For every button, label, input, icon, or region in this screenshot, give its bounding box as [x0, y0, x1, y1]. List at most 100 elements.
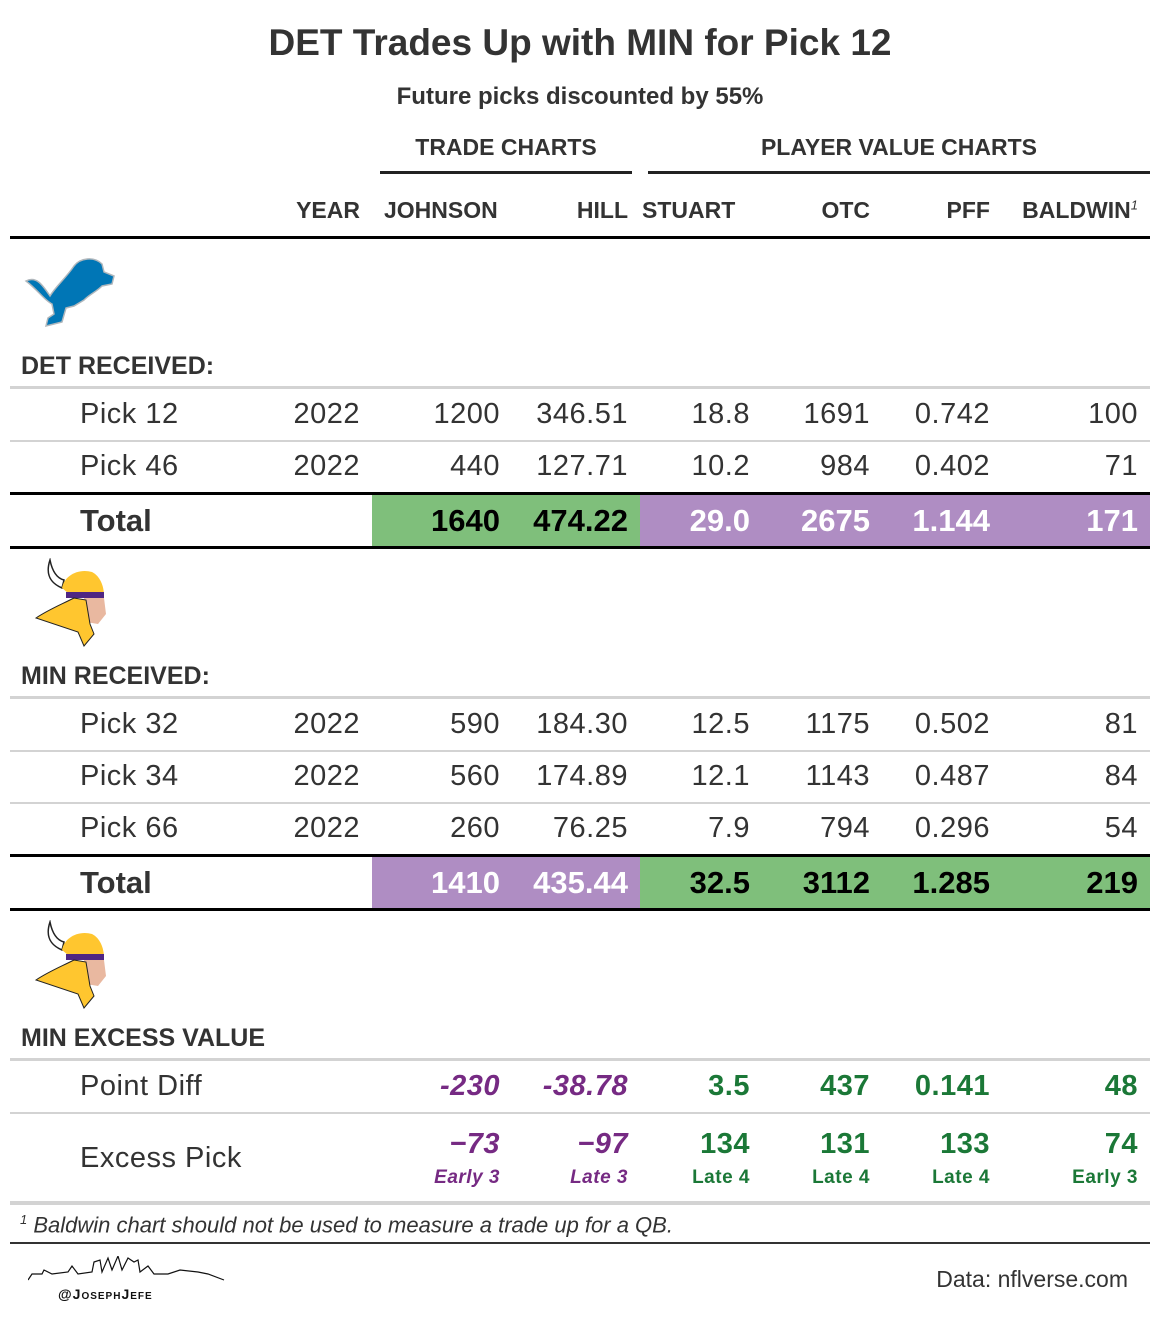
cell-otc: 794 — [760, 812, 880, 845]
cell-johnson: -230 — [372, 1070, 510, 1103]
data-source: Data: nflverse.com — [936, 1266, 1128, 1292]
cell-stuart: 12.1 — [640, 760, 760, 793]
cell-pff: 133 Late 4 — [880, 1128, 1000, 1189]
excess-pick-round: Early 3 — [1072, 1166, 1138, 1188]
cell-johnson: 260 — [372, 812, 510, 845]
column-header-johnson: JOHNSON — [384, 196, 498, 223]
chart-title: DET Trades Up with MIN for Pick 12 — [268, 22, 892, 63]
cell-value: 437 — [820, 1070, 870, 1102]
cell-stuart: 29.0 — [640, 495, 760, 546]
det-pick-row: Pick 46 2022 440 127.71 10.2 984 0.402 71 — [10, 441, 1150, 492]
cell-value: 174.89 — [536, 760, 628, 792]
cell-value: 590 — [450, 708, 500, 740]
cell-value: 184.30 — [536, 708, 628, 740]
cell-value: 171 — [1086, 502, 1138, 538]
cell-value: 48 — [1104, 1070, 1138, 1102]
cell-year: 2022 — [240, 812, 372, 845]
minnesota-vikings-logo-icon — [34, 920, 106, 1009]
cell-baldwin: 48 — [1000, 1070, 1150, 1103]
cell-otc: 2675 — [760, 495, 880, 546]
cell-value: 1200 — [433, 398, 500, 430]
cell-pff: 0.402 — [880, 450, 1000, 483]
cell-value: 435.44 — [533, 864, 628, 900]
group-det-received: DET RECEIVED: — [21, 352, 215, 380]
cell-value: 440 — [450, 450, 500, 482]
cell-value: 18.8 — [691, 398, 750, 430]
cell-value: 2022 — [293, 812, 360, 844]
point-diff-row: Point Diff -230 -38.78 3.5 437 0.141 48 — [10, 1061, 1150, 1112]
cell-value: 134 — [700, 1127, 750, 1160]
cell-pff: 0.296 — [880, 812, 1000, 845]
cell-value: 10.2 — [691, 450, 750, 482]
cell-stuart: 12.5 — [640, 708, 760, 741]
cell-johnson: 590 — [372, 708, 510, 741]
excess-pick-round: Late 4 — [812, 1166, 870, 1188]
cell-johnson: 560 — [372, 760, 510, 793]
cell-johnson: 1640 — [372, 495, 510, 546]
cell-value: Point Diff — [80, 1070, 203, 1102]
cell-value: 794 — [820, 812, 870, 844]
cell-value: 7.9 — [708, 812, 750, 844]
cell-baldwin: 171 — [1000, 495, 1150, 546]
cell-pff: 1.285 — [880, 857, 1000, 908]
cell-value: 1.144 — [912, 502, 990, 538]
cell-label: Total — [10, 495, 240, 546]
cell-hill: 76.25 — [510, 812, 640, 845]
detroit-lions-logo-icon — [24, 258, 115, 328]
group-min-excess-value: MIN EXCESS VALUE — [21, 1024, 266, 1052]
cell-value: 2022 — [293, 760, 360, 792]
cell-value: 2022 — [293, 450, 360, 482]
cell-value: Pick 46 — [80, 450, 179, 482]
excess-pick-round: Late 3 — [570, 1166, 628, 1188]
min-total-row: Total 1410 435.44 32.5 3112 1.285 219 — [10, 857, 1150, 908]
cell-value: 1175 — [805, 708, 870, 740]
cell-value: -230 — [439, 1070, 500, 1102]
cell-value: 100 — [1088, 398, 1138, 430]
min-pick-row: Pick 34 2022 560 174.89 12.1 1143 0.487 84 — [10, 751, 1150, 802]
cell-value: 1143 — [805, 760, 870, 792]
cell-value: 2675 — [801, 502, 870, 538]
cell-value: 2022 — [293, 398, 360, 430]
cell-value: Total — [80, 502, 152, 538]
cell-value: 0.502 — [914, 708, 990, 740]
cell-value: 1.285 — [912, 864, 990, 900]
spanner-player-value-charts: PLAYER VALUE CHARTS — [648, 134, 1150, 174]
cell-baldwin: 81 — [1000, 708, 1150, 741]
cell-johnson: −73 Early 3 — [372, 1128, 510, 1189]
minnesota-vikings-logo-icon — [34, 558, 106, 647]
cell-value: 12.5 — [691, 708, 750, 740]
det-pick-row: Pick 12 2022 1200 346.51 18.8 1691 0.742 100 — [10, 389, 1150, 440]
cell-otc: 131 Late 4 — [760, 1128, 880, 1189]
cell-value: 0.742 — [914, 398, 990, 430]
cell-value: Total — [80, 864, 152, 900]
cell-label: Pick 34 — [10, 760, 240, 793]
cell-label: Pick 66 — [10, 812, 240, 845]
cell-value: Excess Pick — [80, 1141, 242, 1174]
spanner-trade-charts: TRADE CHARTS — [380, 134, 632, 174]
cell-pff: 0.742 — [880, 398, 1000, 431]
cell-value: 0.296 — [914, 812, 990, 844]
cell-stuart: 10.2 — [640, 450, 760, 483]
cell-value: 76.25 — [552, 812, 628, 844]
column-header-hill: HILL — [576, 196, 628, 223]
cell-stuart: 7.9 — [640, 812, 760, 845]
cell-stuart: 3.5 — [640, 1070, 760, 1103]
skyline-logo-icon — [28, 1256, 225, 1281]
cell-baldwin: 219 — [1000, 857, 1150, 908]
cell-otc: 3112 — [760, 857, 880, 908]
cell-value: 2022 — [293, 708, 360, 740]
cell-value: 71 — [1104, 450, 1138, 482]
det-total-row: Total 1640 474.22 29.0 2675 1.144 171 — [10, 495, 1150, 546]
cell-value: 54 — [1104, 812, 1138, 844]
cell-label: Total — [10, 857, 240, 908]
cell-value: 346.51 — [536, 398, 628, 430]
cell-label: Pick 46 — [10, 450, 240, 483]
cell-value: 0.487 — [914, 760, 990, 792]
cell-value: −97 — [577, 1127, 628, 1160]
cell-value: 560 — [450, 760, 500, 792]
cell-johnson: 1200 — [372, 398, 510, 431]
cell-value: 260 — [450, 812, 500, 844]
cell-hill: 346.51 — [510, 398, 640, 431]
cell-value: 3.5 — [708, 1070, 750, 1102]
cell-value: 74 — [1104, 1127, 1138, 1160]
